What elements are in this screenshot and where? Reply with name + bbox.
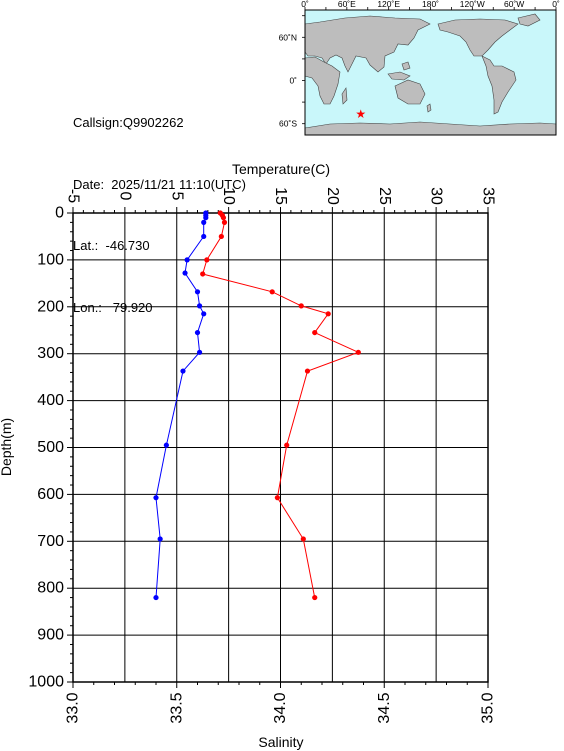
salinity-tick-label: 33.0 [65, 692, 82, 723]
depth-tick-label: 0 [55, 205, 64, 222]
temperature-tick-label: 15 [272, 187, 289, 205]
map-latitude-label: 60˚N [279, 32, 297, 42]
map-longitude-label: 60˚W [504, 0, 524, 9]
depth-tick-labels: 0 100 200 300 400 500 600 700 800 900 1000 [28, 205, 64, 691]
temperature-data-point [221, 219, 228, 225]
salinity-data-point [153, 495, 159, 501]
map-longitude-labels: 0˚ 60˚E 120˚E 180˚ 120˚W 60˚W 0˚ [301, 0, 560, 9]
temperature-data-point [298, 303, 304, 309]
depth-tick-label: 800 [37, 580, 64, 597]
salinity-tick-label: 35.0 [480, 692, 497, 723]
map-land [304, 13, 557, 136]
depth-tick-label: 600 [37, 486, 64, 503]
map-longitude-label: 120˚E [377, 0, 400, 9]
salinity-axis-label: Salinity [258, 734, 303, 750]
station-marker: ★ [355, 107, 366, 121]
depth-tick-label: 200 [37, 298, 64, 315]
temperature-tick-label: 35 [480, 187, 497, 205]
salinity-data-point [194, 289, 201, 295]
depth-tick-label: 400 [37, 392, 64, 409]
salinity-data-point [163, 442, 169, 448]
temperature-axis-label: Temperature(C) [232, 161, 330, 177]
tick-marks [67, 207, 489, 688]
map-latitude-label: 0˚ [289, 76, 297, 86]
data-series [153, 210, 361, 601]
map-longitude-label: 180˚ [422, 0, 439, 9]
map-longitude-label: 60˚E [338, 0, 356, 9]
salinity-tick-labels: 33.0 33.5 34.0 34.5 35.0 [65, 692, 497, 723]
temperature-data-point [312, 329, 318, 336]
salinity-data-point [182, 270, 188, 276]
salinity-data-point [157, 536, 163, 542]
salinity-data-point [201, 233, 207, 240]
temperature-tick-label: 25 [376, 187, 393, 205]
temperature-data-point [269, 289, 275, 295]
temperature-data-point [325, 311, 331, 317]
depth-tick-label: 1000 [28, 674, 64, 691]
temperature-tick-label: 10 [220, 187, 237, 205]
temperature-data-point [274, 495, 280, 501]
map-longitude-label: 120˚W [460, 0, 485, 9]
depth-tick-label: 900 [37, 627, 64, 644]
salinity-tick-label: 34.5 [376, 692, 393, 723]
salinity-data-point [194, 329, 201, 336]
temperature-data-point [300, 536, 306, 542]
salinity-data-point [184, 257, 190, 263]
salinity-data-point [196, 349, 203, 355]
temperature-data-point [355, 349, 361, 355]
salinity-profile-line [155, 213, 207, 598]
temperature-data-point [218, 233, 224, 240]
map-latitude-labels: 60˚N 0˚ 60˚S [279, 32, 298, 128]
latitude-text: Lat.: -46.730 [73, 238, 150, 253]
salinity-tick-label: 34.0 [272, 692, 289, 723]
temperature-tick-label: -5 [65, 189, 82, 203]
salinity-data-point [201, 219, 207, 225]
salinity-data-point [153, 594, 159, 601]
temperature-tick-label: 0 [116, 192, 133, 201]
map-longitude-label: 0˚ [552, 0, 560, 9]
callsign-text: Callsign:Q9902262 [73, 115, 184, 130]
depth-tick-label: 700 [37, 533, 64, 550]
depth-tick-label: 500 [37, 439, 64, 456]
chart-grid [73, 213, 488, 682]
temperature-data-point [204, 257, 210, 263]
salinity-data-point [201, 311, 207, 317]
salinity-data-point [180, 368, 186, 374]
temperature-data-point [220, 215, 227, 221]
depth-axis-label: Depth(m) [0, 418, 14, 476]
temperature-data-point [200, 271, 206, 277]
map-latitude-label: 60˚S [279, 119, 297, 129]
salinity-data-point [196, 303, 203, 309]
temperature-data-point [304, 368, 311, 374]
temperature-tick-label: 30 [428, 187, 445, 205]
depth-tick-label: 100 [37, 251, 64, 268]
temperature-tick-labels: -5 0 5 10 15 20 25 30 35 [65, 187, 497, 205]
temperature-data-point [284, 442, 290, 448]
map-longitude-label: 0˚ [301, 0, 309, 9]
salinity-tick-label: 33.5 [168, 692, 185, 723]
map-frame-ticks [302, 7, 557, 125]
date-text: Date: 2025/11/21 11:10(UTC) [73, 176, 246, 192]
temperature-data-point [312, 594, 318, 601]
depth-tick-label: 300 [37, 345, 64, 362]
temperature-tick-label: 5 [168, 192, 185, 201]
salinity-data-point [203, 215, 209, 221]
temperature-tick-label: 20 [324, 187, 341, 205]
